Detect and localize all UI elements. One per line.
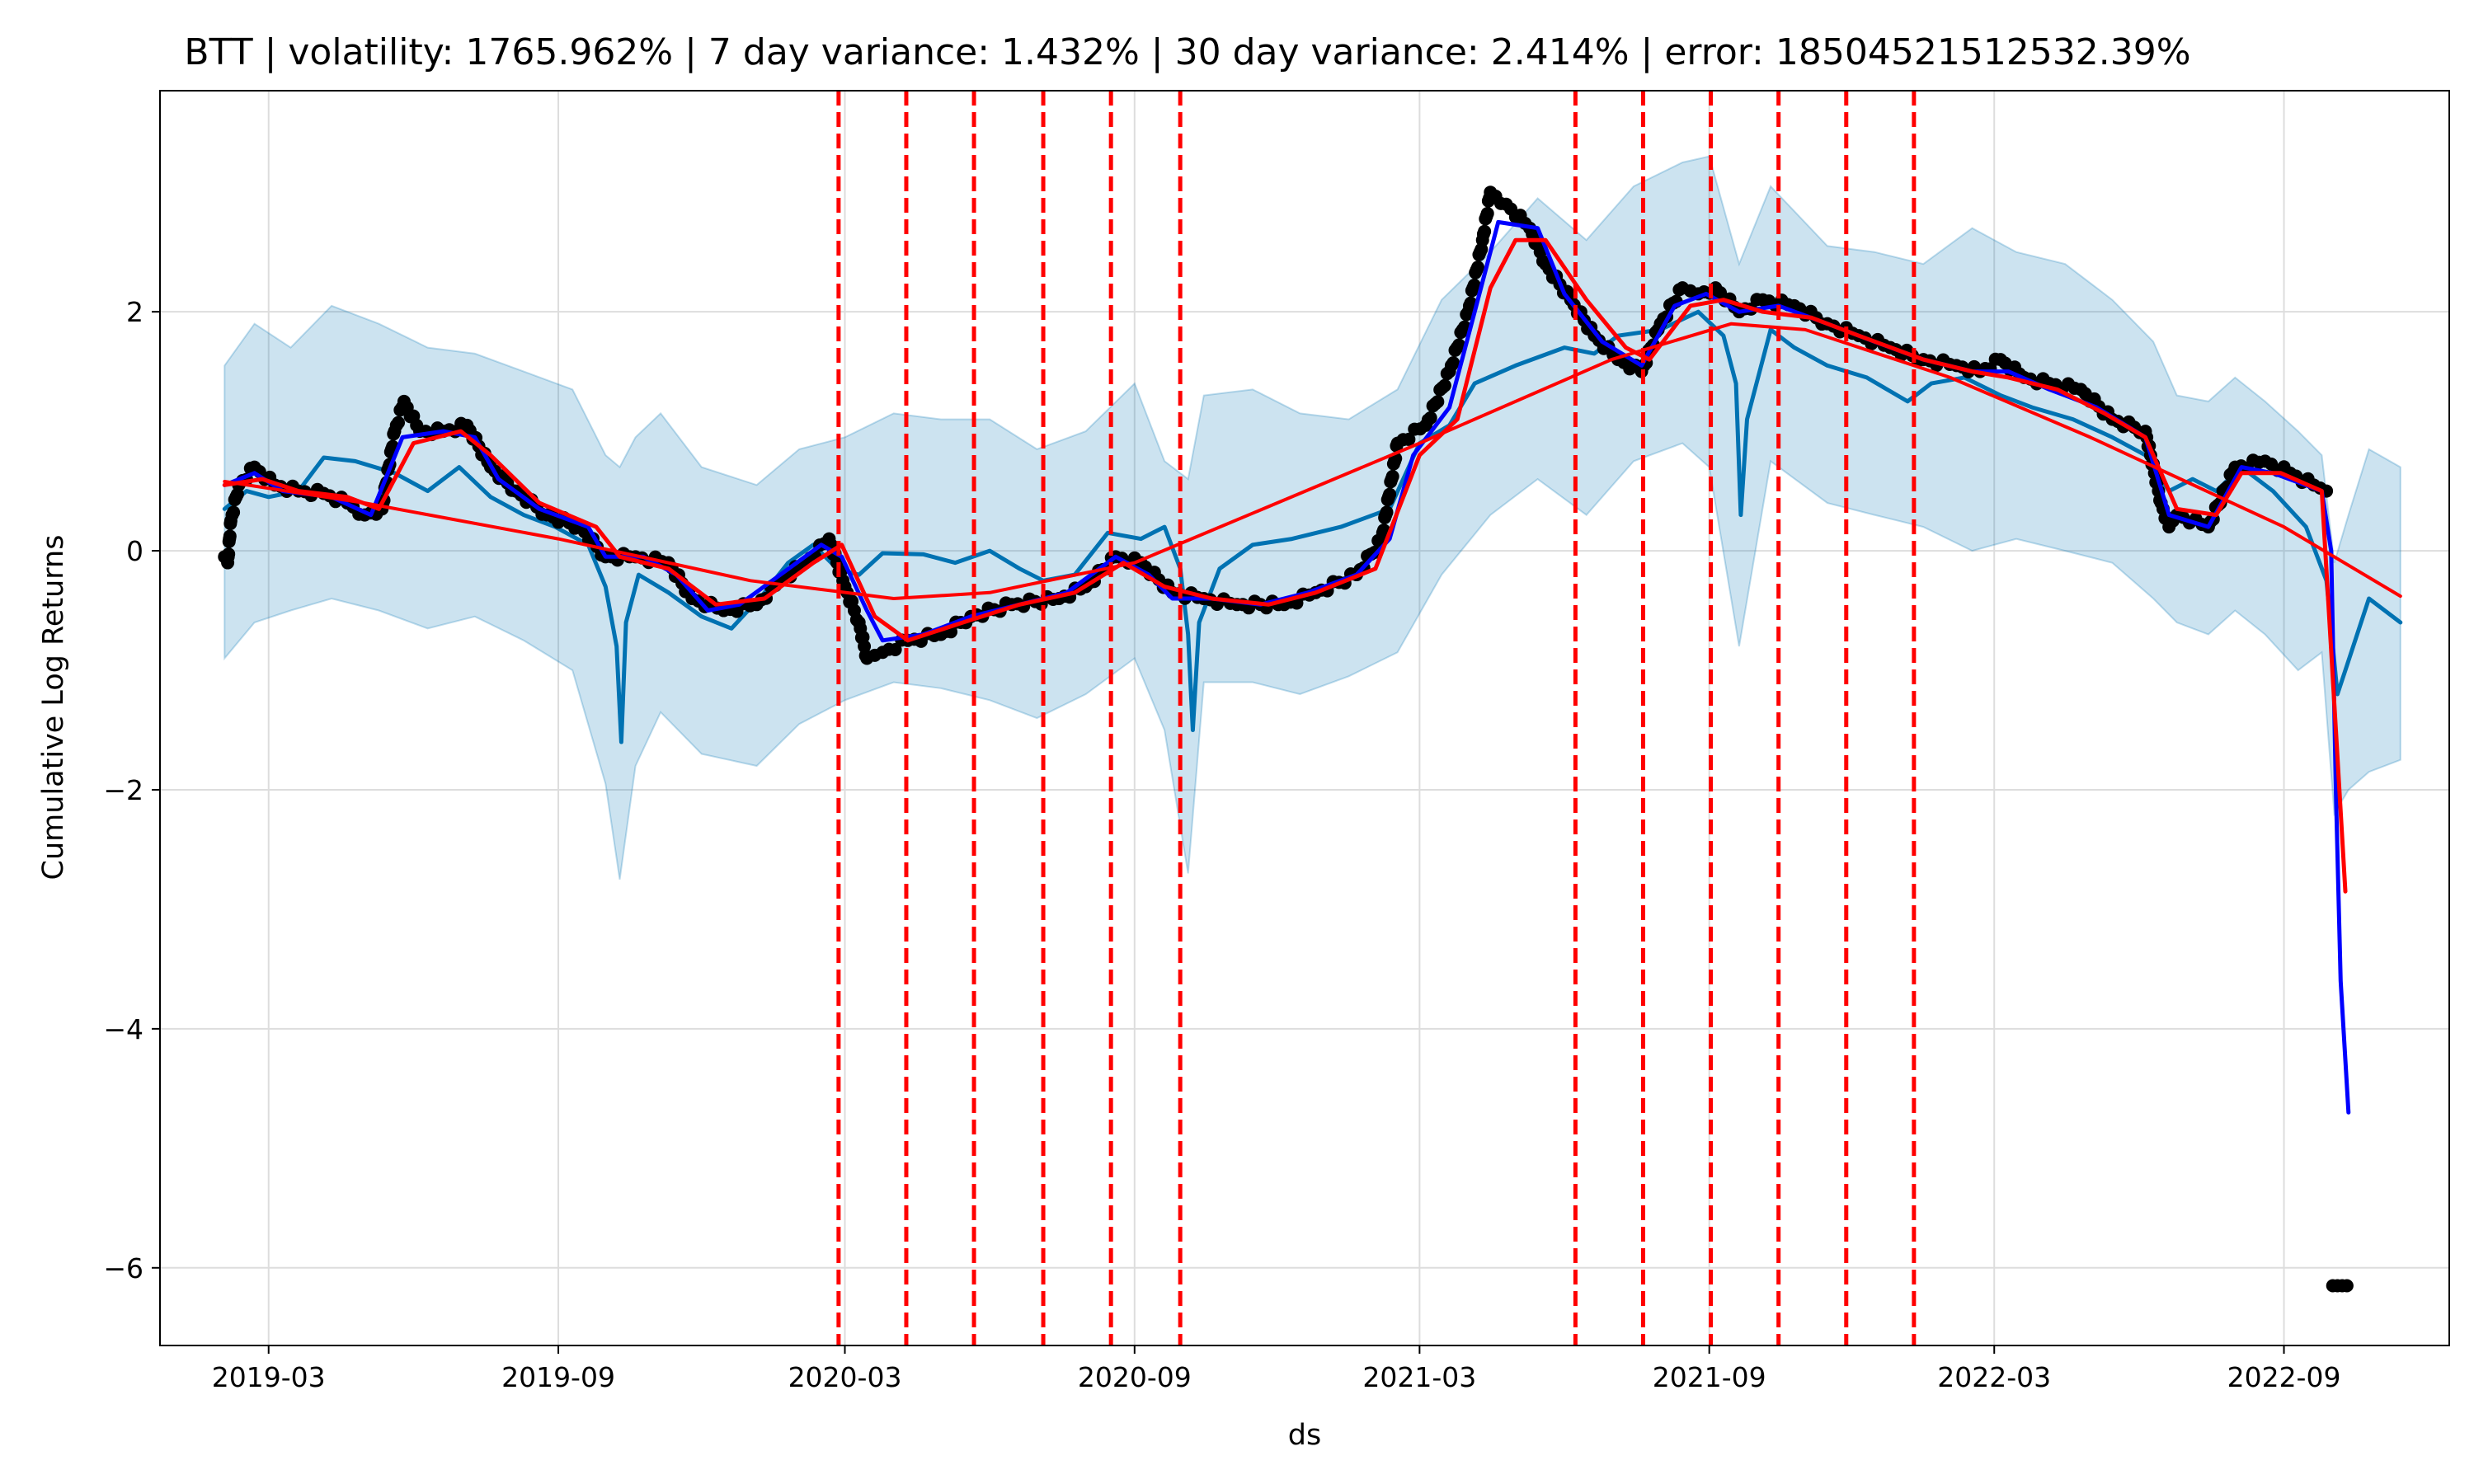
x-tick-label: 2019-09: [501, 1361, 615, 1393]
observed-point: [1402, 432, 1416, 446]
plot-area-frame: [159, 90, 2450, 1346]
observed-point: [1385, 469, 1399, 483]
observed-point: [1480, 206, 1494, 220]
trend-line-layer: [222, 219, 2402, 1115]
observed-point: [1446, 356, 1460, 370]
y-tick-label: −2: [103, 774, 143, 806]
y-tick-label: −6: [103, 1252, 143, 1284]
observed-point: [1467, 278, 1481, 292]
x-tick-label: 2022-03: [1937, 1361, 2051, 1393]
observed-point: [1423, 411, 1437, 425]
observed-point: [223, 529, 237, 543]
forecast-line: [222, 309, 2403, 744]
observed-point: [1452, 338, 1466, 352]
x-tick-label: 2022-09: [2227, 1361, 2341, 1393]
observed-point: [392, 416, 406, 430]
y-tick-label: 0: [126, 535, 143, 567]
axis-layer: 2019-03 2019-09 2020-03 2020-09 2021-03 2021-…: [103, 296, 2340, 1393]
x-tick-label: 2021-09: [1653, 1361, 1766, 1393]
trend-line: [223, 322, 2402, 600]
observed-point: [1478, 224, 1492, 238]
observed-point: [1383, 487, 1397, 501]
observed-point: [222, 547, 236, 561]
x-tick-label: 2019-03: [212, 1361, 326, 1393]
chart-title: BTT | volatility: 1765.962% | 7 day vari…: [184, 31, 2190, 73]
observed-point: [2340, 1279, 2354, 1293]
x-tick-label: 2021-03: [1362, 1361, 1476, 1393]
observed-point: [1431, 395, 1445, 409]
x-tick-label: 2020-09: [1078, 1361, 1192, 1393]
changepoint-layer: [836, 91, 1917, 1345]
observed-point: [1437, 378, 1451, 392]
x-tick-label: 2020-03: [788, 1361, 902, 1393]
y-tick-label: 2: [126, 296, 143, 328]
medium-trend-line: [222, 237, 2348, 894]
forecast-line-layer: [222, 309, 2403, 744]
x-axis-label: ds: [1288, 1419, 1321, 1452]
y-tick-label: −4: [103, 1013, 143, 1045]
observed-point: [888, 643, 902, 657]
observed-point: [1471, 261, 1485, 275]
observed-point: [227, 505, 241, 519]
observed-point: [1380, 505, 1394, 519]
y-axis-label: Cumulative Log Returns: [37, 535, 70, 881]
